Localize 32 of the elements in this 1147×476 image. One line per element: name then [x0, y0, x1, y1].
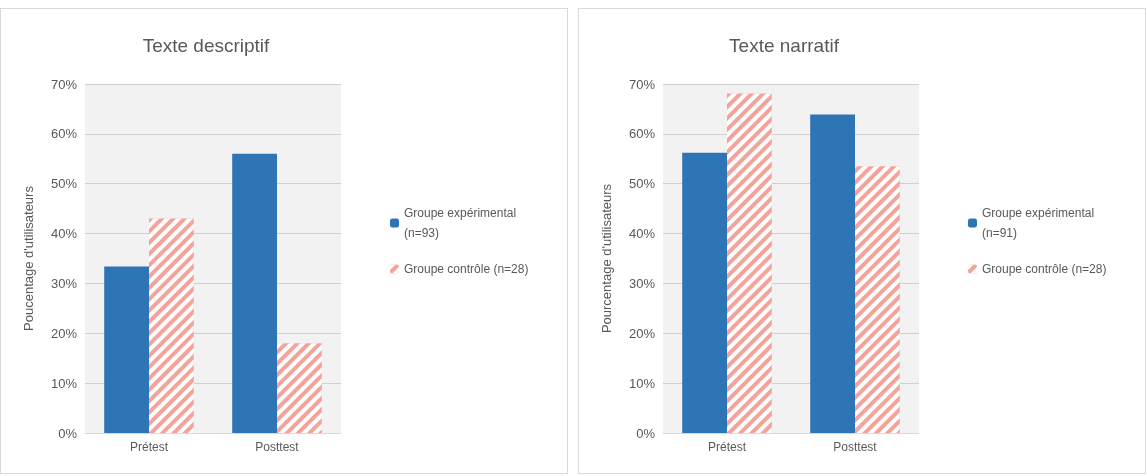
y-tick-label: 50%	[628, 176, 656, 192]
x-tick-label: Posttest	[255, 440, 300, 454]
legend-label: Groupe contrôle (n=28)	[982, 262, 1107, 276]
y-tick-label: 70%	[50, 76, 78, 92]
legend-label: Groupe expérimental (n=91)	[982, 206, 1098, 240]
legend-label: Groupe expérimental (n=93)	[404, 206, 520, 240]
y-tick-label: 30%	[628, 275, 656, 291]
y-tick-label: 40%	[628, 226, 656, 242]
x-tick-label: Prétest	[129, 440, 169, 454]
y-tick-label: 10%	[50, 375, 78, 391]
y-tick-label: 20%	[628, 325, 656, 341]
x-tick-label: Prétest	[707, 440, 747, 454]
y-tick-label: 10%	[628, 375, 656, 391]
y-axis-title: Poucentage d'utilisateurs	[21, 185, 36, 331]
y-tick-label: 60%	[628, 126, 656, 142]
y-tick-label: 20%	[50, 325, 78, 341]
y-axis-title: Pourcentage d'utilisateurs	[599, 183, 614, 334]
y-tick-label: 0%	[58, 425, 78, 441]
bar	[810, 114, 855, 433]
y-tick-label: 40%	[50, 226, 78, 242]
y-tick-label: 70%	[628, 76, 656, 92]
x-tick-label: Posttest	[833, 440, 878, 454]
bar	[232, 153, 277, 433]
bar	[104, 266, 149, 433]
chart-title: Texte descriptif	[142, 35, 271, 56]
y-tick-label: 30%	[50, 275, 78, 291]
y-tick-label: 50%	[50, 176, 78, 192]
y-tick-label: 0%	[636, 425, 656, 441]
legend-label: Groupe contrôle (n=28)	[404, 262, 529, 276]
chart-title: Texte narratif	[729, 35, 840, 56]
bar	[682, 152, 727, 433]
y-tick-label: 60%	[50, 126, 78, 142]
